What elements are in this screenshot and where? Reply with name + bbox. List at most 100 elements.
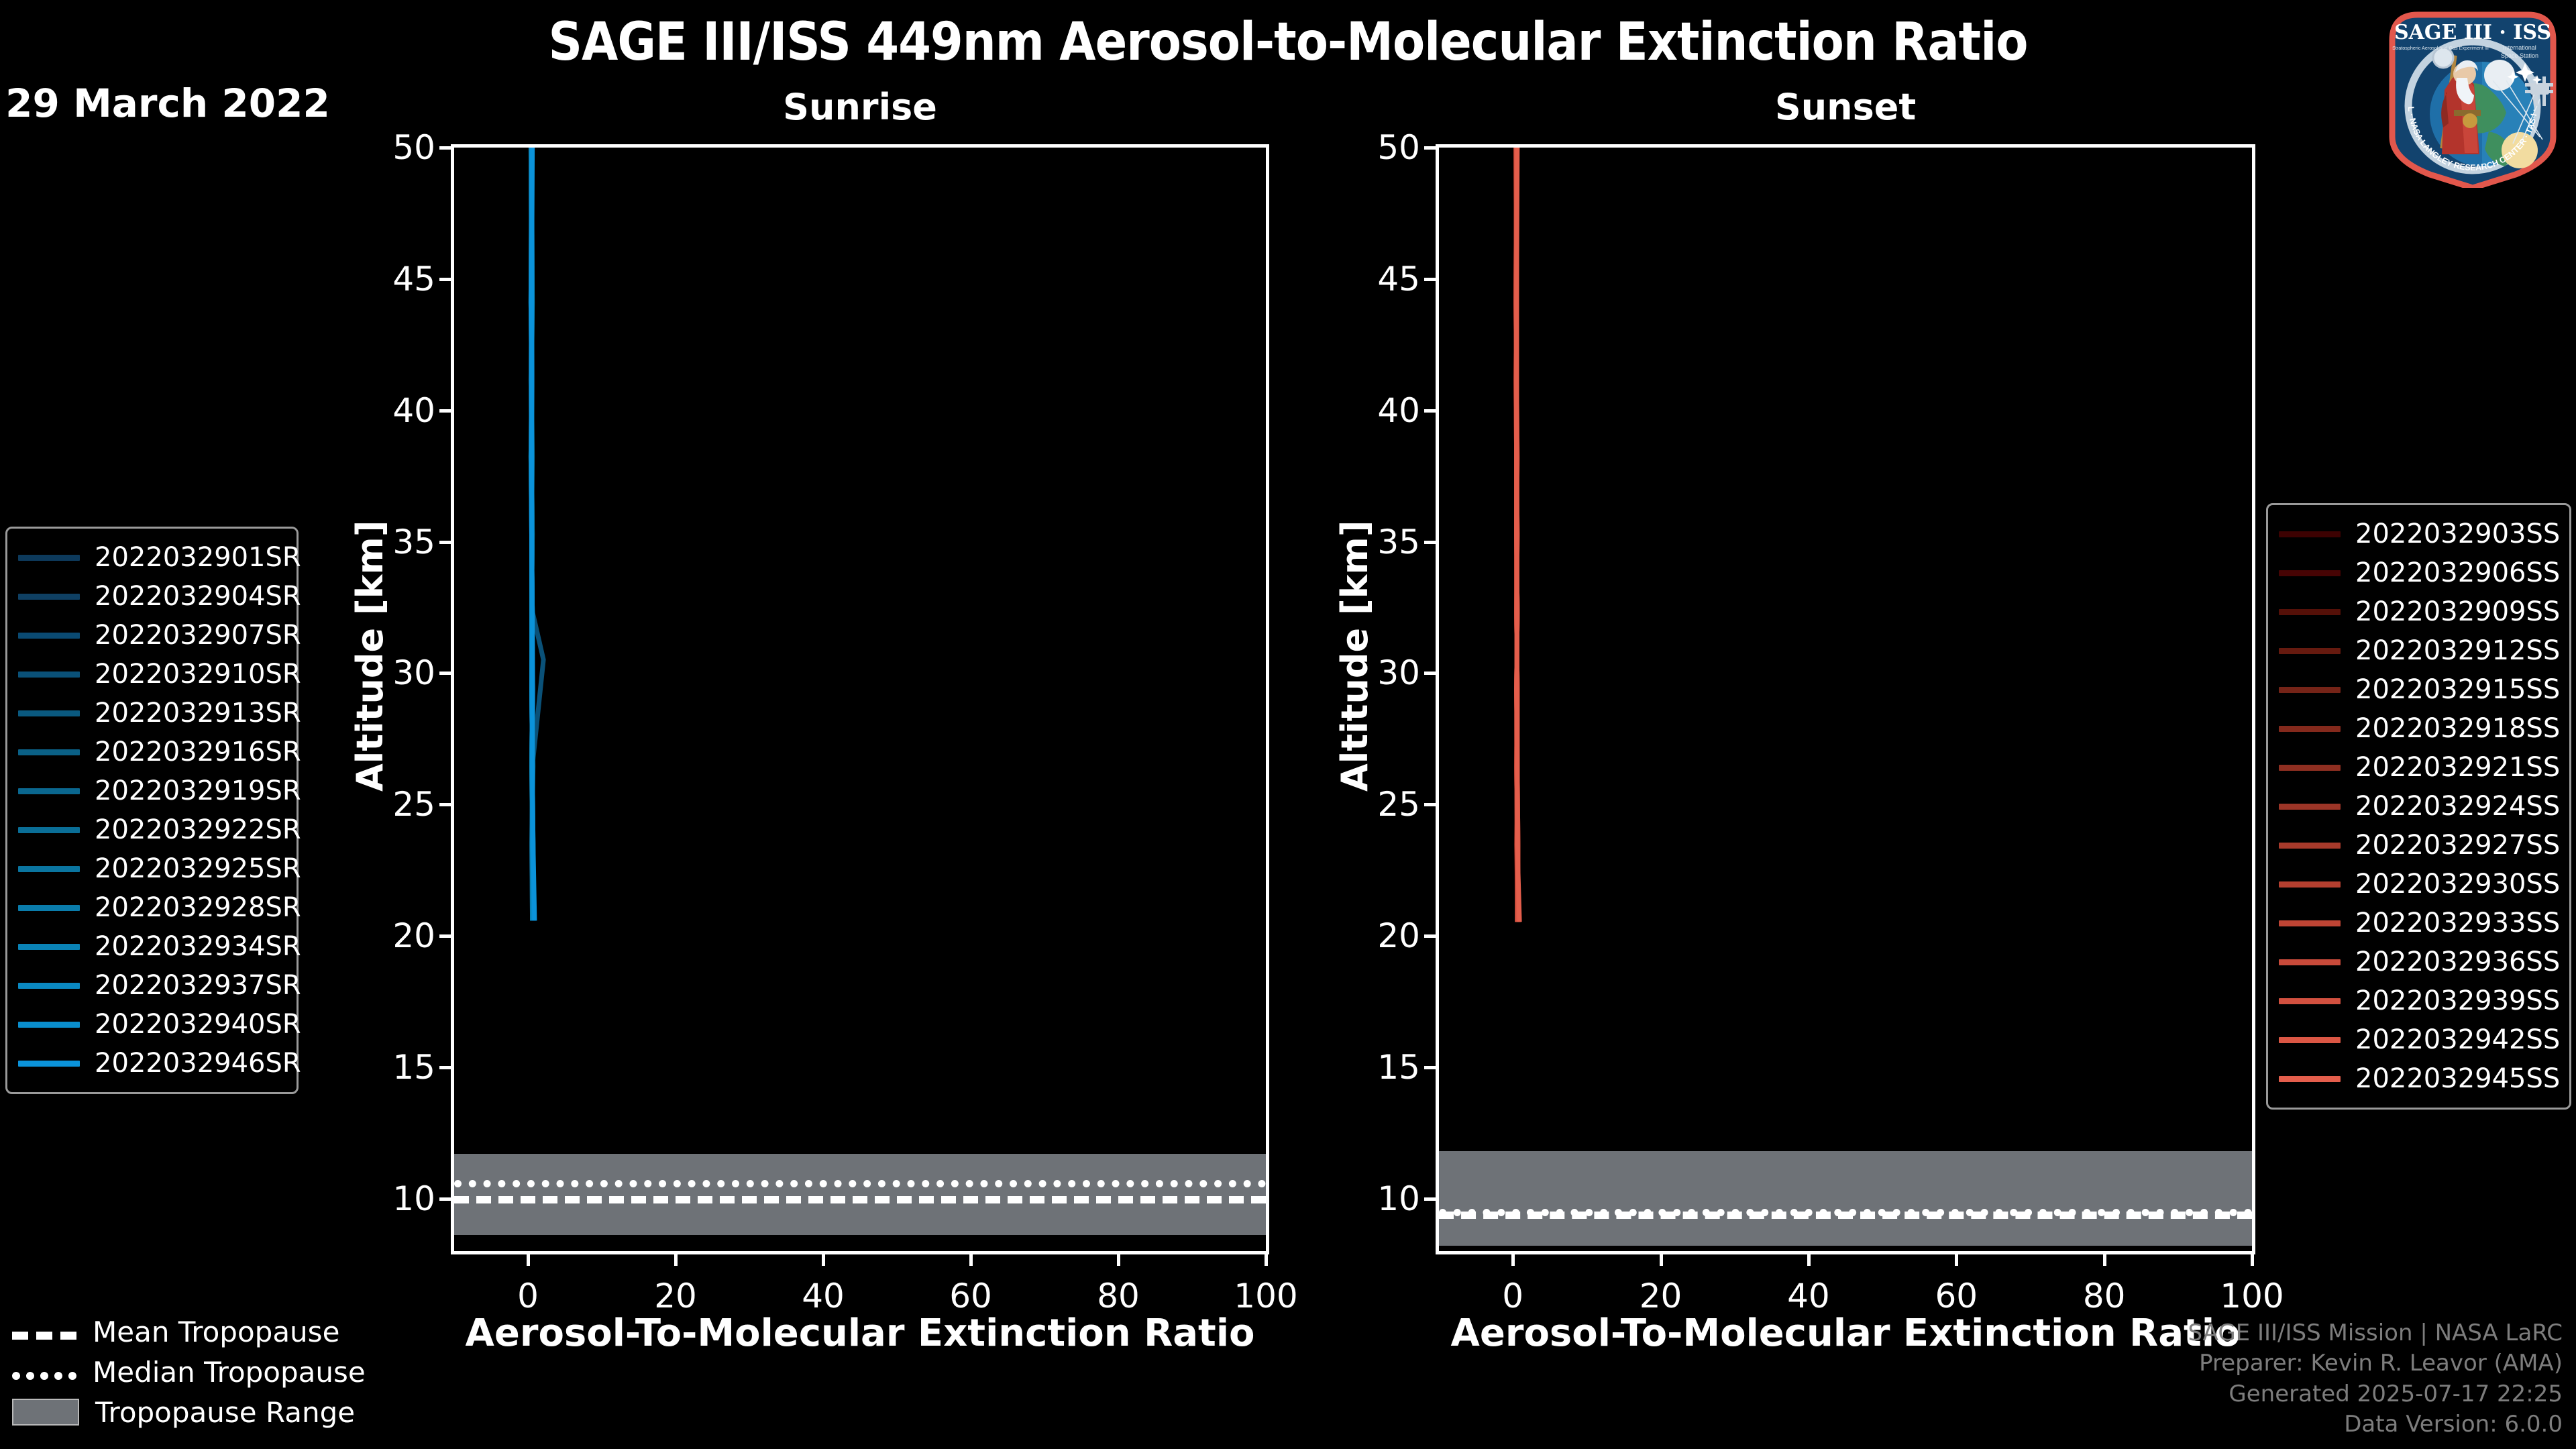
sunrise-event-legend-item-label: 2022032907SR xyxy=(95,620,301,651)
sunrise-event-legend-item[interactable]: 2022032919SR xyxy=(18,771,301,810)
sunset-event-legend-item[interactable]: 2022032930SS xyxy=(2279,865,2561,904)
sunrise-x-tick-label: 0 xyxy=(517,1277,539,1316)
sunrise-event-legend-item[interactable]: 2022032922SR xyxy=(18,810,301,849)
sunset-y-tick-mark xyxy=(1424,1197,1439,1201)
legend-color-swatch-icon xyxy=(18,710,80,716)
legend-color-swatch-icon xyxy=(18,904,80,911)
sunset-mean-tropopause-line xyxy=(1439,1212,2252,1220)
sunset-event-legend-item[interactable]: 2022032912SS xyxy=(2279,631,2560,670)
sunset-y-tick-label: 10 xyxy=(1377,1179,1420,1218)
legend-color-swatch-icon xyxy=(2279,1036,2341,1043)
sunset-event-legend-item[interactable]: 2022032909SS xyxy=(2279,592,2561,631)
sunset-event-legend-item-label: 2022032933SS xyxy=(2355,908,2561,938)
sunrise-y-tick-mark xyxy=(439,146,454,150)
gray-swatch-icon xyxy=(12,1399,79,1426)
sunset-event-legend-item[interactable]: 2022032924SS xyxy=(2279,787,2560,826)
sunrise-event-legend-item[interactable]: 2022032907SR xyxy=(18,616,301,655)
sunset-event-legend-item-label: 2022032918SS xyxy=(2355,713,2561,744)
tropopause-range-label: Tropopause Range xyxy=(95,1395,356,1429)
sunset-x-tick-label: 20 xyxy=(1639,1277,1682,1316)
sunset-y-axis-label: Altitude [km] xyxy=(1334,520,1376,792)
sunset-event-legend-item-label: 2022032909SS xyxy=(2355,596,2561,627)
sunset-x-tick-mark xyxy=(1955,1251,1959,1266)
sunrise-y-tick-label: 30 xyxy=(392,653,435,693)
sunset-event-legend-item-label: 2022032930SS xyxy=(2355,869,2561,900)
sunrise-x-tick-label: 20 xyxy=(654,1277,697,1316)
sunset-event-legend-item[interactable]: 2022032936SS xyxy=(2279,943,2560,981)
sunrise-x-tick-mark xyxy=(1265,1251,1268,1266)
patch-title: SAGE III · ISS xyxy=(2394,21,2551,44)
legend-item-median-tropopause: Median Tropopause xyxy=(12,1352,366,1392)
sunset-event-legend-item[interactable]: 2022032933SS xyxy=(2279,904,2561,943)
sunrise-x-tick-mark xyxy=(822,1251,825,1266)
sunrise-event-legend-item[interactable]: 2022032934SR xyxy=(18,927,301,966)
sunrise-x-tick-label: 60 xyxy=(949,1277,992,1316)
sunset-x-tick-mark xyxy=(2251,1251,2254,1266)
dotted-line-icon xyxy=(12,1364,76,1380)
sunrise-y-tick-label: 45 xyxy=(392,259,435,299)
sunset-event-legend-item[interactable]: 2022032927SS xyxy=(2279,826,2561,865)
sunset-y-tick-mark xyxy=(1424,277,1439,281)
legend-color-swatch-icon xyxy=(18,1021,80,1028)
sunset-event-legend-item[interactable]: 2022032918SS xyxy=(2279,709,2561,748)
date-subtitle: 29 March 2022 xyxy=(5,80,330,126)
sunset-event-legend-item[interactable]: 2022032939SS xyxy=(2279,981,2560,1020)
sunset-event-legend-item-label: 2022032921SS xyxy=(2355,752,2561,783)
sunset-y-tick-label: 20 xyxy=(1377,916,1420,955)
sunset-tropopause-range-band xyxy=(1439,1151,2252,1246)
profile-trace xyxy=(531,148,534,920)
sunset-event-legend[interactable]: 2022032903SS 2022032906SS 2022032909SS 2022… xyxy=(2266,503,2571,1110)
sunrise-event-legend-item[interactable]: 2022032901SR xyxy=(18,538,301,577)
sunrise-event-legend-item[interactable]: 2022032946SR xyxy=(18,1044,301,1083)
sunrise-y-tick-mark xyxy=(439,409,454,413)
sunrise-event-legend-item[interactable]: 2022032910SR xyxy=(18,655,301,694)
sunrise-y-tick-mark xyxy=(439,934,454,938)
sunset-event-legend-item-label: 2022032927SS xyxy=(2355,830,2561,861)
sunrise-event-legend-item[interactable]: 2022032940SR xyxy=(18,1005,301,1044)
sunrise-event-legend-item[interactable]: 2022032916SR xyxy=(18,733,301,771)
sunrise-event-legend-item-label: 2022032925SR xyxy=(95,853,301,884)
sunset-event-legend-item[interactable]: 2022032945SS xyxy=(2279,1059,2560,1098)
sunrise-event-legend-item-label: 2022032934SR xyxy=(95,931,301,962)
sunset-y-tick-mark xyxy=(1424,409,1439,413)
sunrise-y-tick-mark xyxy=(439,672,454,676)
legend-color-swatch-icon xyxy=(18,632,80,639)
sunset-x-tick-label: 80 xyxy=(2082,1277,2126,1316)
sunset-event-legend-item[interactable]: 2022032915SS xyxy=(2279,670,2560,709)
patch-subtitle-left: Stratospheric Aerosol and Gas Experiment… xyxy=(2392,45,2489,51)
sunset-y-tick-mark xyxy=(1424,540,1439,544)
sunset-event-legend-item[interactable]: 2022032903SS xyxy=(2279,515,2560,553)
legend-color-swatch-icon xyxy=(2279,570,2341,576)
legend-color-swatch-icon xyxy=(2279,959,2341,965)
sunset-y-tick-mark xyxy=(1424,672,1439,676)
sunrise-event-legend-item[interactable]: 2022032937SR xyxy=(18,966,301,1005)
legend-color-swatch-icon xyxy=(18,826,80,833)
sunrise-event-legend-item[interactable]: 2022032928SR xyxy=(18,888,301,927)
legend-color-swatch-icon xyxy=(2279,647,2341,654)
credits-mission: SAGE III/ISS Mission | NASA LaRC xyxy=(2188,1320,2563,1347)
legend-color-swatch-icon xyxy=(18,554,80,561)
sunrise-y-tick-label: 35 xyxy=(392,522,435,561)
sunrise-x-axis-label: Aerosol-To-Molecular Extinction Ratio xyxy=(465,1311,1255,1355)
sunset-panel-title: Sunset xyxy=(1774,86,1917,128)
credits-block: SAGE III/ISS Mission | NASA LaRC Prepare… xyxy=(2188,1318,2563,1440)
sunrise-event-legend-item[interactable]: 2022032925SR xyxy=(18,849,301,888)
sunset-x-axis-label: Aerosol-To-Molecular Extinction Ratio xyxy=(1450,1311,2241,1355)
sunset-event-legend-item[interactable]: 2022032942SS xyxy=(2279,1020,2560,1059)
sunrise-event-legend[interactable]: 2022032901SR 2022032904SR 2022032907SR 2022… xyxy=(5,527,301,1094)
sunrise-event-legend-item-label: 2022032916SR xyxy=(95,737,301,767)
sunrise-y-tick-mark xyxy=(439,1197,454,1201)
sunset-plot-canvas xyxy=(1439,148,2252,1251)
sunset-event-legend-item[interactable]: 2022032921SS xyxy=(2279,748,2561,787)
sunrise-event-legend-item[interactable]: 2022032913SR xyxy=(18,694,301,733)
sunrise-event-legend-item[interactable]: 2022032904SR xyxy=(18,577,301,616)
legend-color-swatch-icon xyxy=(2279,725,2341,732)
legend-color-swatch-icon xyxy=(2279,686,2341,693)
legend-color-swatch-icon xyxy=(18,865,80,872)
sunrise-profile-traces xyxy=(454,148,1266,959)
sunrise-y-tick-label: 50 xyxy=(392,128,435,167)
sunset-event-legend-item[interactable]: 2022032906SS xyxy=(2279,553,2560,592)
credits-preparer: Preparer: Kevin R. Leavor (AMA) xyxy=(2199,1350,2563,1377)
legend-color-swatch-icon xyxy=(18,943,80,950)
legend-color-swatch-icon xyxy=(2279,531,2341,537)
